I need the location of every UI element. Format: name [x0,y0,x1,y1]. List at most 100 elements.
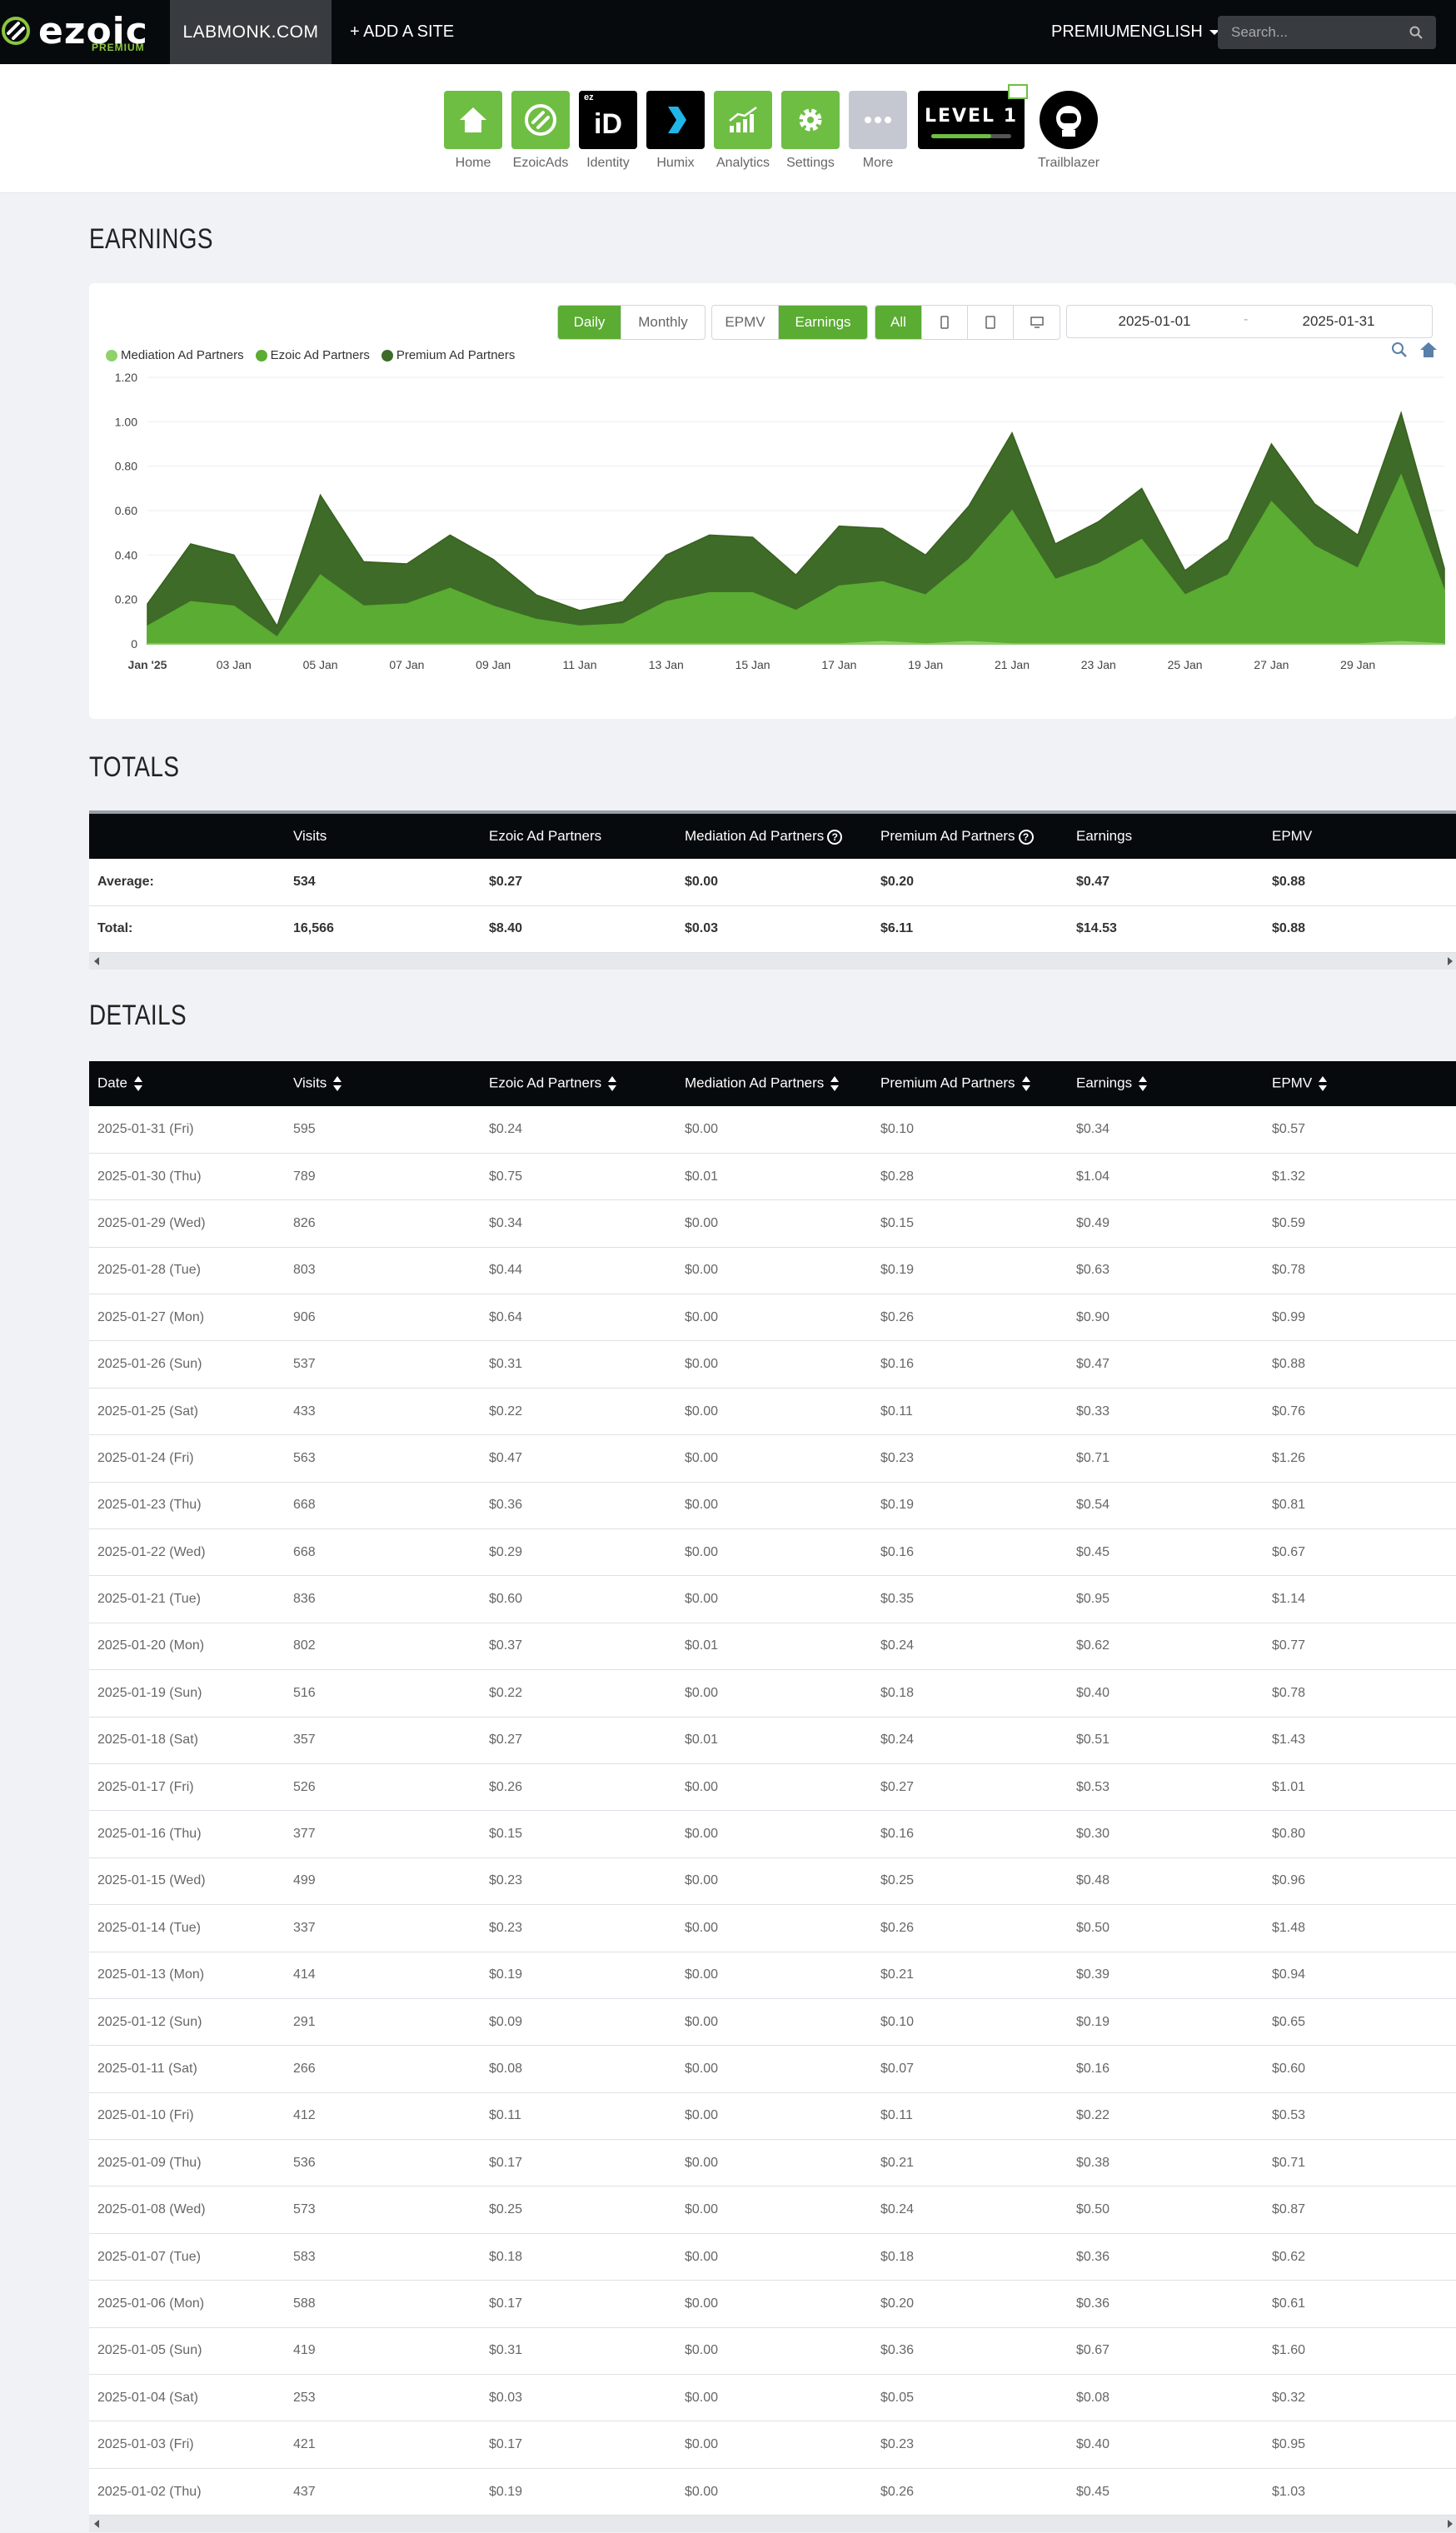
language-dropdown[interactable]: ENGLISH [1129,0,1219,64]
table-cell: $0.67 [1068,2327,1264,2376]
search-input[interactable] [1218,16,1401,49]
table-row: 2025-01-04 (Sat) 253 $0.03 $0.00 $0.05 $0.08 $… [89,2374,1456,2422]
table-cell: 2025-01-19 (Sun) [89,1669,285,1718]
horizontal-scrollbar[interactable] [89,2516,1456,2533]
y-tick-label: 1.20 [115,371,137,384]
header-cell: EPMV [1272,828,1313,844]
table-cell: $0.22 [481,1669,676,1718]
table-row: 2025-01-23 (Thu) 668 $0.36 $0.00 $0.19 $0.54 $… [89,1482,1456,1530]
horizontal-scrollbar[interactable] [89,952,1456,970]
table-cell: 16,566 [285,905,481,953]
end-date-input[interactable] [1255,306,1422,337]
table-cell: 419 [285,2327,481,2376]
table-cell: $0.26 [481,1763,676,1812]
table-row: 2025-01-15 (Wed) 499 $0.23 $0.00 $0.25 $0.48 $… [89,1857,1456,1906]
table-cell: 2025-01-24 (Fri) [89,1434,285,1483]
app-settings[interactable]: Settings [781,91,840,171]
table-cell: Total: [89,905,285,953]
app-home[interactable]: Home [444,91,502,171]
gear-icon [781,91,840,149]
table-cell: $0.36 [1068,2280,1264,2328]
table-cell: 906 [285,1294,481,1342]
table-cell: $0.95 [1068,1575,1264,1623]
all-devices-button[interactable]: All [875,306,922,339]
sortable-header[interactable]: Ezoic Ad Partners [481,1061,676,1106]
search-icon[interactable] [1409,26,1423,39]
epmv-button[interactable]: EPMV [712,306,779,339]
help-icon[interactable]: ? [827,829,843,845]
table-row: 2025-01-09 (Thu) 536 $0.17 $0.00 $0.21 $0.38 $… [89,2139,1456,2187]
scroll-right-icon[interactable] [1448,956,1453,965]
sort-icon [1139,1075,1148,1093]
legend-item-premium[interactable]: Premium Ad Partners [381,348,515,362]
table-row: 2025-01-06 (Mon) 588 $0.17 $0.00 $0.20 $0.36 $… [89,2280,1456,2328]
app-label: More [862,156,894,170]
date-separator: - [1244,312,1249,327]
table-cell: $0.00 [676,859,872,906]
reset-home-icon[interactable] [1419,342,1438,358]
table-cell: $0.22 [481,1388,676,1436]
legend-item-mediation[interactable]: Mediation Ad Partners [106,348,244,362]
mail-icon[interactable] [1008,84,1028,99]
table-cell: $0.27 [481,859,676,906]
table-cell: $0.87 [1264,2186,1456,2234]
search-box [1218,16,1436,49]
earnings-button[interactable]: Earnings [779,306,867,339]
app-humix[interactable]: Humix [646,91,705,171]
zoom-icon[interactable] [1391,342,1408,358]
table-cell: 537 [285,1340,481,1389]
sortable-header[interactable]: Visits [285,1061,481,1106]
scroll-right-icon[interactable] [1448,2520,1453,2529]
sortable-header[interactable]: Earnings [1068,1061,1264,1106]
sortable-header[interactable]: EPMV [1264,1061,1456,1106]
table-cell: $0.53 [1264,2092,1456,2141]
legend-item-ezoic[interactable]: Ezoic Ad Partners [255,348,370,362]
app-label: Settings [786,156,835,170]
x-tick-label: 07 Jan [389,658,424,671]
desktop-icon[interactable] [1014,306,1060,339]
help-icon[interactable]: ? [1018,829,1034,845]
table-cell: $0.21 [872,2139,1068,2187]
scroll-left-icon[interactable] [94,956,99,965]
scroll-left-icon[interactable] [94,2520,99,2529]
table-row: 2025-01-27 (Mon) 906 $0.64 $0.00 $0.26 $0.90 $… [89,1294,1456,1342]
table-cell: $1.14 [1264,1575,1456,1623]
table-cell: $0.44 [481,1247,676,1295]
table-cell: $0.32 [1264,2374,1456,2422]
app-trailblazer[interactable]: Trailblazer [1038,91,1099,171]
app-identity[interactable]: ez iD Identity [579,91,637,171]
table-cell: $0.64 [481,1294,676,1342]
table-cell: $0.40 [1068,2421,1264,2469]
site-selector[interactable]: LABMONK.COM [170,0,332,64]
table-cell: $0.59 [1264,1199,1456,1248]
mobile-icon[interactable] [922,306,968,339]
add-site-link[interactable]: + ADD A SITE [350,22,455,41]
app-analytics[interactable]: Analytics [714,91,772,171]
language-label: ENGLISH [1129,22,1203,41]
sort-icon [333,1075,342,1093]
sortable-header[interactable]: Date [89,1061,285,1106]
area-ezoic [147,473,1445,645]
table-cell: $0.88 [1264,859,1456,906]
table-cell: $0.18 [481,2233,676,2281]
sortable-header[interactable]: Premium Ad Partners [872,1061,1068,1106]
level-badge[interactable]: LEVEL 1 [918,84,1028,149]
tablet-icon[interactable] [968,306,1014,339]
table-cell: $0.28 [872,1153,1068,1201]
start-date-input[interactable] [1075,306,1234,337]
table-row: 2025-01-13 (Mon) 414 $0.19 $0.00 $0.21 $0.39 $… [89,1952,1456,1999]
monthly-button[interactable]: Monthly [638,314,688,330]
app-ezoicads[interactable]: EzoicAds [511,91,570,171]
premium-link[interactable]: PREMIUM [1051,22,1130,41]
sortable-header[interactable]: Mediation Ad Partners [676,1061,872,1106]
daily-button[interactable]: Daily [558,306,621,339]
table-cell: $0.99 [1264,1294,1456,1342]
y-tick-label: 0.40 [115,548,137,561]
table-cell: $0.00 [676,1952,872,1999]
astronaut-icon [1040,91,1098,149]
ezoic-logo[interactable]: ezoic PREMIUM [0,7,150,57]
area-mediation [147,641,1445,645]
x-tick-label: 11 Jan [563,658,597,671]
table-cell: $0.60 [1264,2045,1456,2093]
app-more[interactable]: More [849,91,907,171]
